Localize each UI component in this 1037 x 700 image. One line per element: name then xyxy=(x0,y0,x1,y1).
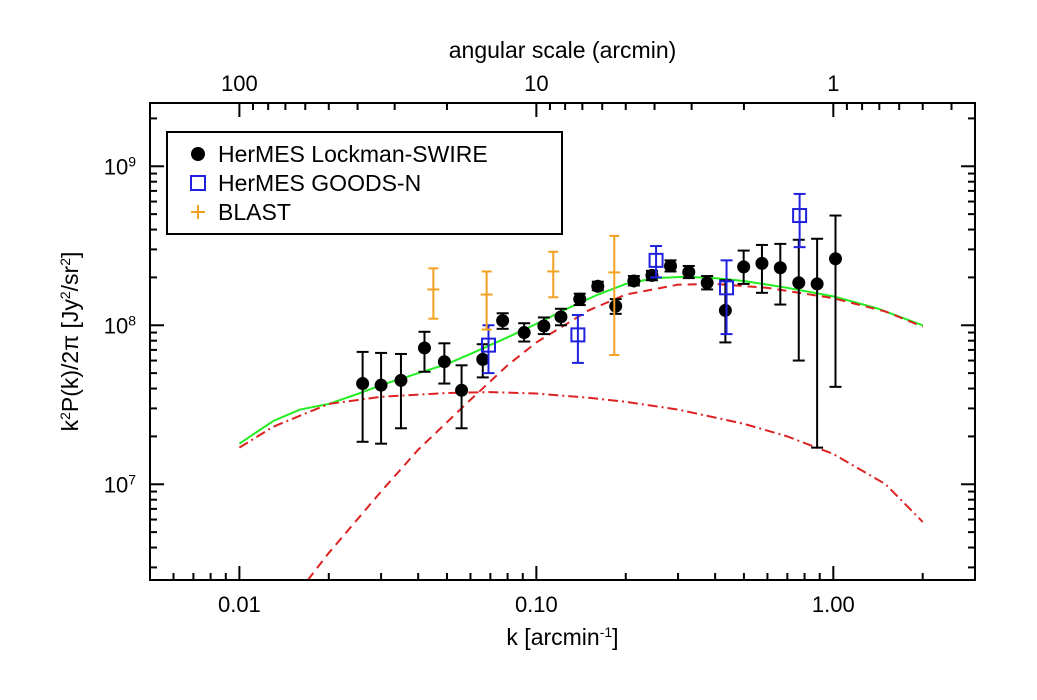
top-tick-label: 1 xyxy=(827,71,839,96)
data-point xyxy=(700,276,714,290)
data-point xyxy=(356,377,370,391)
data-point xyxy=(480,337,496,353)
data-point xyxy=(570,327,586,343)
x-axis-title: k [arcmin-1] xyxy=(506,624,618,650)
data-point xyxy=(719,280,735,296)
data-point xyxy=(417,341,431,355)
model-curve-solid xyxy=(238,275,924,445)
x-tick-label: 0.10 xyxy=(515,592,558,617)
top-tick-label: 10 xyxy=(524,71,548,96)
data-point xyxy=(810,277,824,291)
data-point xyxy=(828,252,842,266)
model-curve-dashed xyxy=(307,282,924,580)
legend-box xyxy=(166,131,563,235)
legend-item: HerMES GOODS-N xyxy=(190,170,421,196)
series-hermes-goods-n xyxy=(480,192,808,375)
legend-label: BLAST xyxy=(218,199,291,225)
top-axis-title: angular scale (arcmin) xyxy=(449,37,677,63)
data-point xyxy=(648,252,664,268)
y-axis-title: k2P(k)/2π [Jy2/sr2] xyxy=(57,252,83,432)
data-point xyxy=(718,303,732,317)
legend-item: HerMES Lockman-SWIRE xyxy=(191,141,488,167)
x-tick-label: 0.01 xyxy=(218,592,261,617)
data-point xyxy=(517,326,531,340)
data-point xyxy=(554,310,568,324)
data-point xyxy=(627,274,641,288)
data-point xyxy=(609,299,623,313)
model-curve-dashdot xyxy=(238,391,924,523)
data-point xyxy=(682,265,696,279)
series-hermes-lockman-swire xyxy=(356,214,842,449)
data-point xyxy=(792,208,808,224)
legend-label: HerMES Lockman-SWIRE xyxy=(218,141,488,167)
legend-marker-square xyxy=(190,175,206,191)
data-point xyxy=(394,373,408,387)
series-blast xyxy=(427,234,621,357)
data-point xyxy=(374,378,388,392)
y-tick-label: 109 xyxy=(104,154,136,180)
data-point xyxy=(455,383,469,397)
data-point xyxy=(437,355,451,369)
legend-item: BLAST xyxy=(191,199,291,225)
y-tick-label: 108 xyxy=(104,313,136,339)
data-point xyxy=(737,260,751,274)
legend-marker-circle xyxy=(191,147,205,161)
x-tick-label: 1.00 xyxy=(812,592,855,617)
data-point xyxy=(591,279,605,293)
data-point xyxy=(476,352,490,366)
data-point xyxy=(573,292,587,306)
data-point xyxy=(792,276,806,290)
data-point xyxy=(496,314,510,328)
data-point xyxy=(537,319,551,333)
data-point xyxy=(664,259,678,273)
top-tick-label: 100 xyxy=(221,71,258,96)
legend-label: HerMES GOODS-N xyxy=(218,170,421,196)
data-point xyxy=(773,261,787,275)
y-tick-label: 107 xyxy=(104,472,136,498)
data-point xyxy=(755,256,769,270)
